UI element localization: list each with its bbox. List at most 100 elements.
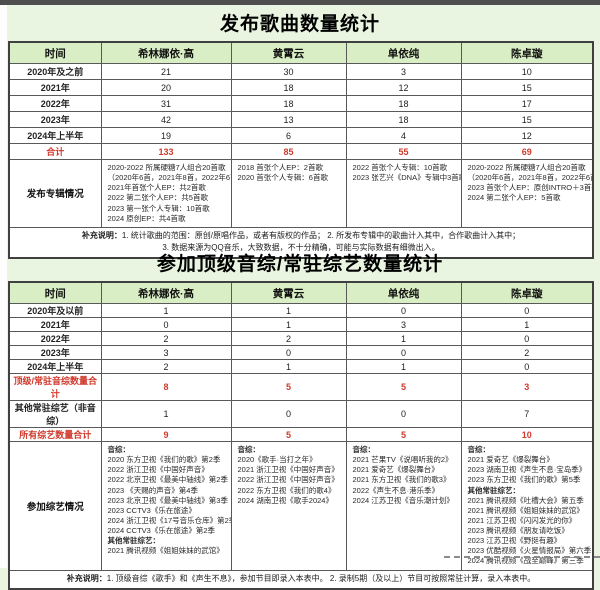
value-cell: 15 — [460, 79, 594, 96]
variety-table-title: 参加顶级音综/常驻综艺数量统计 — [156, 254, 444, 275]
row-label: 顶级/常驻音综数量合计 — [8, 373, 102, 401]
table-row: 2022年 31 18 18 17 — [8, 95, 594, 112]
table-row: 2024年上半年 2 1 1 0 — [8, 359, 594, 374]
column-header: 黄霄云 — [230, 41, 347, 64]
detail-line: 2023 江苏卫视《野挺有趣》 — [467, 536, 562, 546]
value-cell: 1 — [100, 303, 232, 318]
value-cell: 4 — [345, 127, 462, 144]
column-header: 陈卓璇 — [460, 281, 594, 304]
detail-line: 2021 爱奇艺《爆裂舞台》 — [467, 455, 554, 465]
value-cell: 1 — [345, 331, 462, 346]
detail-line: 2020《歌手·当打之年》 — [237, 455, 317, 465]
detail-line: 2021 江苏卫视《闪闪发光的你》 — [467, 515, 577, 525]
column-header: 单依纯 — [345, 41, 462, 64]
value-cell: 6 — [230, 127, 347, 144]
value-cell: 15 — [460, 111, 594, 128]
value-cell: 18 — [345, 111, 462, 128]
row-label: 2022年 — [8, 95, 102, 112]
value-cell: 18 — [230, 79, 347, 96]
detail-line: 2023 张艺兴《DNA》专辑中3首歌 — [352, 173, 461, 183]
value-cell: 10 — [460, 63, 594, 80]
value-cell: 18 — [230, 95, 347, 112]
detail-line: 2024 浙江卫视《17号音乐仓库》第2季 — [107, 515, 231, 525]
row-label: 2021年 — [8, 317, 102, 332]
detail-line: 2023 CCTV3《乐在旅途》 — [107, 505, 196, 515]
page-left-margin — [0, 5, 7, 568]
detail-line: （2020年6首，2021年8首，2022年6首） — [467, 173, 593, 183]
table-row: 2023年 42 13 18 15 — [8, 111, 594, 128]
value-cell: 10 — [460, 427, 594, 442]
value-cell: 5 — [230, 427, 347, 442]
detail-line: 2023 湖南卫视《声生不息·宝岛季》 — [467, 465, 587, 475]
detail-line: 2022 浙江卫视《中国好声音》 — [237, 475, 339, 485]
value-cell: 0 — [345, 345, 462, 360]
detail-line: 2024 CCTV3《乐在旅途》第2季 — [107, 526, 216, 535]
row-label: 其他常驻综艺（非音综） — [8, 400, 102, 428]
value-cell: 5 — [345, 427, 462, 442]
detail-line: 2020-2022 所属硬糖7人组合20首歌 — [467, 163, 586, 172]
table-row: 2022年 2 2 1 0 — [8, 331, 594, 346]
detail-line: 2024 原创EP：共4首歌 — [107, 213, 186, 223]
value-cell: 69 — [460, 143, 594, 160]
value-cell: 1 — [345, 359, 462, 374]
header-row: 时间 希林娜依·高 黄霄云 单依纯 陈卓璇 — [8, 281, 594, 304]
value-cell: 18 — [345, 95, 462, 112]
detail-cell: 2018 首张个人EP：2首歌 2020 首张个人专辑：6首歌 — [230, 159, 347, 228]
value-cell: 0 — [345, 303, 462, 318]
detail-cell: 2020-2022 所属硬糖7人组合20首歌 （2020年6首，2021年8首，2… — [100, 159, 232, 228]
value-cell: 12 — [345, 79, 462, 96]
value-cell: 85 — [230, 143, 347, 160]
detail-line: 2024 第二张个人EP：5首歌 — [467, 193, 561, 203]
table-row: 2021年 20 18 12 15 — [8, 79, 594, 96]
row-label: 2022年 — [8, 331, 102, 346]
detail-line: 2023 《天赐的声音》第4季 — [107, 485, 198, 495]
detail-line: 2021 芒果TV《说唱听我的2》 — [352, 455, 453, 465]
value-cell: 0 — [345, 400, 462, 428]
value-cell: 21 — [100, 63, 232, 80]
detail-line: 2023 北京卫视《最美中轴线》第3季 — [107, 495, 228, 505]
detail-line: 2023 东方卫视《我们的歌》第5季 — [467, 475, 581, 485]
value-cell: 0 — [460, 331, 594, 346]
value-cell: 5 — [230, 373, 347, 401]
footnote-line: 补充说明：1. 顶级音综《歌手》和《声生不息》，参加节目即录入本表中。 2. 录… — [66, 573, 536, 583]
window-top-edge — [0, 0, 600, 5]
detail-cell: 音综： 2020 东方卫视《我们的歌》第2季 2022 浙江卫视《中国好声音》 202… — [100, 441, 232, 571]
table-row: 合计 133 85 55 69 — [8, 143, 594, 160]
value-cell: 133 — [100, 143, 232, 160]
table-row: 2020年及之前 21 30 3 10 — [8, 63, 594, 80]
detail-subheading: 音综： — [107, 445, 131, 454]
value-cell: 3 — [100, 345, 232, 360]
detail-line: 2024 腾讯视频《战至巅峰》第三季 — [467, 556, 584, 566]
songs-table-title: 发布歌曲数量统计 — [219, 14, 380, 35]
value-cell: 20 — [100, 79, 232, 96]
detail-line: 2023 优酷视频《火星情报局》第六季 — [467, 546, 592, 556]
value-cell: 17 — [460, 95, 594, 112]
detail-line: 2021年首张个人EP：共2首歌 — [107, 183, 206, 193]
detail-line: 2024 湖南卫视《歌手2024》 — [237, 495, 333, 505]
value-cell: 0 — [230, 345, 347, 360]
value-cell: 1 — [230, 303, 347, 318]
column-header: 单依纯 — [345, 281, 462, 304]
detail-line: 2022 第二张个人EP：共5首歌 — [107, 193, 208, 203]
row-label: 2021年 — [8, 79, 102, 96]
detail-line: 2023 首张个人EP：原创INTRO＋3首歌 — [467, 183, 593, 193]
value-cell: 0 — [460, 303, 594, 318]
detail-subheading: 音综： — [237, 445, 261, 454]
detail-row: 发布专辑情况 2020-2022 所属硬糖7人组合20首歌 （2020年6首，202… — [8, 159, 594, 228]
detail-row-label: 发布专辑情况 — [8, 159, 102, 228]
row-label: 2023年 — [8, 345, 102, 360]
value-cell: 31 — [100, 95, 232, 112]
detail-line: 2021 爱奇艺《爆裂舞台》 — [352, 465, 439, 475]
value-cell: 3 — [345, 63, 462, 80]
value-cell: 9 — [100, 427, 232, 442]
column-header: 时间 — [8, 41, 102, 64]
table-row: 顶级/常驻音综数量合计 8 5 5 3 — [8, 373, 594, 401]
header-row: 时间 希林娜依·高 黄霄云 单依纯 陈卓璇 — [8, 41, 594, 64]
value-cell: 1 — [460, 317, 594, 332]
detail-line: 2021 浙江卫视《中国好声音》 — [237, 465, 339, 475]
detail-line: 2023 第一张个人专辑：10首歌 — [107, 203, 210, 213]
value-cell: 7 — [460, 400, 594, 428]
footnote-line: 3. 数据来源为QQ音乐，大致数据，不十分精确，可能与实际数据有细微出入。 — [162, 242, 440, 252]
detail-cell: 2022 首张个人专辑：10首歌 2023 张艺兴《DNA》专辑中3首歌 — [345, 159, 462, 228]
cropped-dashed-edge — [444, 556, 600, 558]
